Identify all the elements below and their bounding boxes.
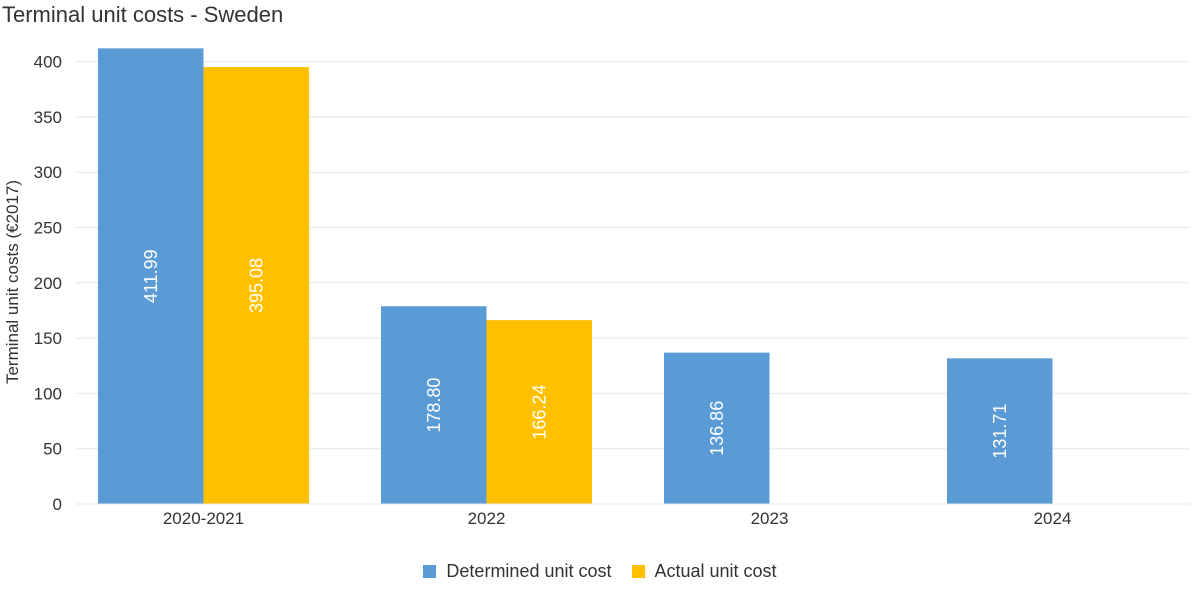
bar-data-label: 131.71 (990, 404, 1010, 459)
y-tick-label: 200 (34, 274, 62, 293)
y-tick-label: 350 (34, 108, 62, 127)
x-tick-label: 2023 (751, 509, 789, 528)
legend-label: Actual unit cost (654, 561, 777, 581)
bar-data-label: 178.80 (424, 378, 444, 433)
bar-determined (381, 306, 487, 504)
legend-swatch (631, 565, 645, 578)
bar-actual (203, 67, 309, 505)
x-tick-label: 2024 (1034, 509, 1072, 528)
y-tick-label: 100 (34, 384, 62, 403)
legend-label: Determined unit cost (446, 561, 612, 581)
y-tick-label: 250 (34, 219, 62, 238)
y-tick-label: 150 (34, 329, 62, 348)
y-axis-title: Terminal unit costs (€2017) (3, 180, 22, 384)
bar-data-label: 395.08 (246, 258, 266, 313)
bar-data-label: 411.99 (141, 249, 161, 303)
bar-determined (98, 48, 204, 505)
y-tick-label: 50 (43, 440, 62, 459)
y-tick-label: 0 (53, 495, 62, 514)
chart-title: Terminal unit costs - Sweden (2, 2, 284, 27)
bar-determined (947, 358, 1053, 504)
bar-data-label: 166.24 (529, 385, 549, 440)
y-tick-label: 300 (34, 163, 62, 182)
legend-item-determined[interactable]: Determined unit cost (423, 561, 612, 582)
y-tick-label: 400 (34, 53, 62, 72)
bar-data-label: 136.86 (707, 401, 727, 456)
bar-actual (486, 320, 592, 504)
legend-item-actual[interactable]: Actual unit cost (631, 561, 777, 582)
x-tick-label: 2020-2021 (163, 509, 244, 528)
legend-swatch (423, 565, 437, 578)
chart-legend: Determined unit cost Actual unit cost (0, 561, 1200, 582)
x-tick-label: 2022 (468, 509, 506, 528)
bar-determined (664, 352, 770, 504)
